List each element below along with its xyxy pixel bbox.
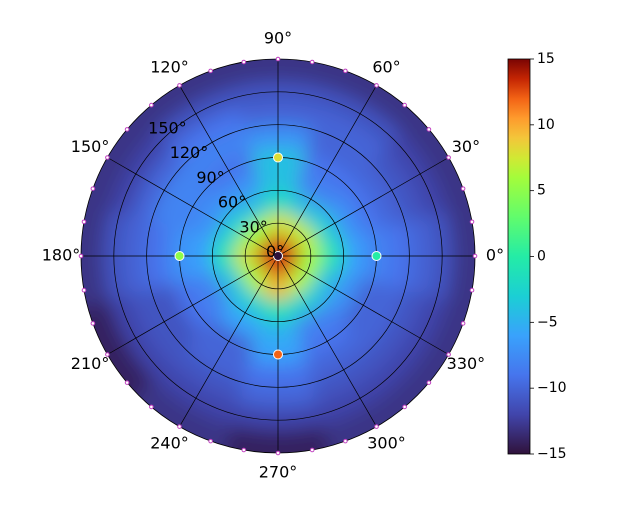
theta-tick-label: 60° <box>372 58 400 77</box>
grid-spoke <box>107 157 279 257</box>
grid-spoke <box>277 157 449 257</box>
grid-spoke <box>277 85 377 257</box>
theta-tick-label: 240° <box>150 433 189 452</box>
rim-marker <box>241 447 247 453</box>
rim-marker <box>105 155 110 160</box>
rim-marker <box>208 438 213 444</box>
rim-marker <box>426 127 432 132</box>
rim-marker <box>374 83 379 88</box>
theta-tick-label: 270° <box>259 463 298 482</box>
colorbar-tick-label: 10 <box>537 117 555 133</box>
grid-spoke <box>107 255 279 355</box>
rim-marker <box>149 102 154 108</box>
rim-marker <box>275 450 281 456</box>
rim-marker <box>426 380 432 385</box>
foreground: 0°30°60°90°120°150°180°210°240°270°300°3… <box>42 29 567 482</box>
theta-tick-label: 330° <box>447 354 486 373</box>
colorbar-tick-label: 15 <box>537 51 555 67</box>
r-tick-label: 30° <box>239 217 267 236</box>
colorbar <box>507 58 531 455</box>
colorbar-tick-label: −10 <box>537 380 567 396</box>
theta-tick-label: 30° <box>452 137 480 156</box>
rim-marker <box>105 352 110 357</box>
grid-spoke <box>277 255 377 427</box>
rim-marker <box>124 127 130 132</box>
rim-marker <box>90 186 96 191</box>
theta-tick-label: 150° <box>71 137 110 156</box>
rim-marker <box>446 155 451 160</box>
colorbar-tick-label: 0 <box>537 249 546 265</box>
rim-marker <box>275 56 281 62</box>
theta-tick-label: 90° <box>264 29 292 48</box>
rim-marker <box>78 253 84 259</box>
r-tick-label: 0° <box>266 242 284 261</box>
r-tick-label: 120° <box>170 143 209 162</box>
colorbar-tick-label: 5 <box>537 183 546 199</box>
rim-marker <box>402 102 407 108</box>
rim-marker <box>469 219 475 225</box>
theta-tick-label: 180° <box>42 246 81 265</box>
rim-marker <box>149 404 154 410</box>
grid-spoke <box>277 255 449 355</box>
r-tick-label: 150° <box>148 118 187 137</box>
grid-spoke <box>179 85 279 257</box>
r-tick-label: 90° <box>196 168 224 187</box>
theta-tick-label: 120° <box>150 58 189 77</box>
grid-spoke <box>179 255 279 427</box>
rim-marker <box>81 219 87 225</box>
rim-marker <box>241 59 247 65</box>
rim-marker <box>208 68 213 74</box>
rim-marker <box>343 438 348 444</box>
rim-marker <box>81 287 87 293</box>
rim-marker <box>177 424 182 429</box>
rim-marker <box>177 83 182 88</box>
rim-marker <box>343 68 348 74</box>
rim-marker <box>374 424 379 429</box>
rim-marker <box>460 321 466 326</box>
r-tick-label: 60° <box>218 193 246 212</box>
point-marker <box>273 349 283 360</box>
theta-tick-label: 210° <box>71 354 110 373</box>
point-marker <box>371 251 382 261</box>
rim-marker <box>460 186 466 191</box>
theta-tick-label: 0° <box>486 246 504 265</box>
colorbar-tick-label: −5 <box>537 314 558 330</box>
rim-marker <box>309 59 315 65</box>
point-marker <box>273 251 283 261</box>
rim-marker <box>124 380 130 385</box>
rim-marker <box>472 253 478 259</box>
point-marker <box>273 152 283 163</box>
rim-marker <box>446 352 451 357</box>
theta-tick-label: 300° <box>367 433 406 452</box>
rim-marker <box>469 287 475 293</box>
colorbar-tick-label: −15 <box>537 446 567 462</box>
point-marker <box>174 251 185 261</box>
rim-marker <box>402 404 407 410</box>
rim-marker <box>309 447 315 453</box>
rim-marker <box>90 321 96 326</box>
